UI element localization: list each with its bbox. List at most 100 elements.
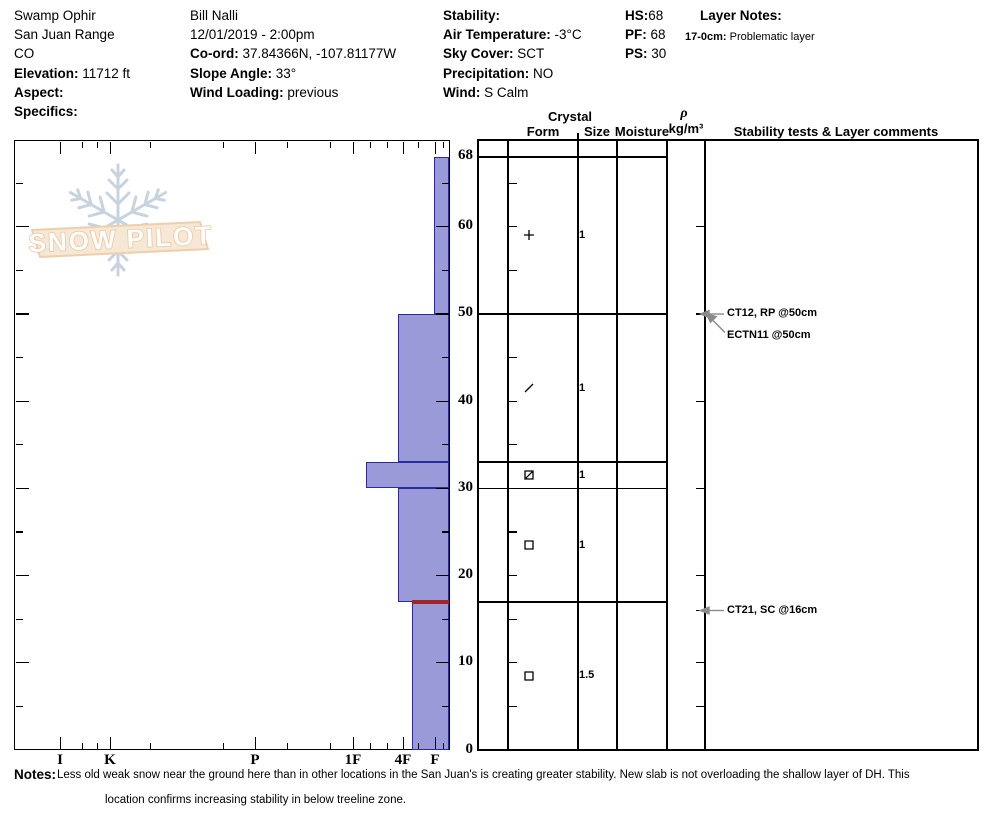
header-field: Swamp Ophir: [14, 8, 96, 23]
header-field: Layer Notes:: [700, 7, 782, 24]
form-depth-tick: [509, 356, 517, 359]
header-field: PF: 68: [625, 27, 666, 43]
table-border: [477, 139, 980, 141]
hardness-minor-tick: [330, 742, 332, 749]
depth-tick: [441, 182, 449, 184]
depth-tick: [435, 313, 449, 315]
hardness-tick: [60, 736, 62, 749]
grain-size-value: 1: [579, 538, 586, 551]
grain-form-square-icon: [524, 540, 534, 550]
hardness-minor-tick: [418, 141, 420, 148]
depth-tick: [435, 400, 449, 402]
form-depth-tick: [509, 400, 517, 402]
depth-tick: [435, 662, 449, 664]
hardness-tick: [110, 141, 112, 154]
depth-tick: [441, 705, 449, 708]
field-label: Slope Angle:: [190, 65, 273, 81]
layer-boundary-line: [478, 487, 667, 490]
field-label: HS:: [625, 8, 649, 23]
layer-boundary-line: [478, 156, 667, 158]
depth-axis-label: 20: [458, 566, 473, 583]
header-field: Wind Loading: previous: [190, 84, 339, 100]
depth-tick: [15, 487, 29, 490]
field-label: Wind Loading:: [190, 84, 284, 100]
hardness-tick: [110, 736, 112, 749]
header-field: PS: 30: [625, 46, 667, 62]
header-field: Co-ord: 37.84366N, -107.81177W: [190, 46, 397, 62]
header-field: Stability:: [443, 7, 500, 24]
form-depth-tick: [509, 269, 517, 271]
table-column-line: [507, 140, 509, 750]
grain-form-slash-icon: [524, 383, 534, 393]
hardness-tick: [435, 736, 437, 749]
notes-line-1: Less old weak snow near the ground here …: [57, 769, 910, 781]
depth-tick: [435, 574, 449, 577]
hardness-tick: [435, 141, 437, 154]
hardness-tick: [353, 141, 355, 154]
grain-size-value: 1: [579, 228, 586, 241]
field-label: Layer Notes:: [700, 8, 782, 23]
depth-tick: [441, 618, 449, 620]
depth-tick: [15, 269, 23, 271]
form-depth-tick: [509, 618, 517, 620]
layer-hardness-bar: [398, 313, 449, 463]
depth-tick: [15, 226, 29, 228]
depth-tick: [15, 444, 23, 446]
hardness-minor-tick: [387, 742, 389, 749]
density-depth-tick: [696, 400, 705, 402]
depth-axis-label: 10: [458, 653, 473, 670]
depth-tick: [435, 487, 449, 490]
depth-tick: [15, 400, 29, 402]
header-field: 17-0cm: Problematic layer: [685, 30, 815, 43]
comments-column-header: Stability tests & Layer comments: [733, 124, 939, 139]
depth-tick: [15, 313, 29, 315]
hardness-minor-tick: [443, 141, 445, 148]
arrow-up-left-icon: [705, 312, 718, 324]
notes-label: Notes:: [14, 767, 57, 782]
form-depth-tick: [509, 662, 517, 664]
header-field: Elevation: 11712 ft: [14, 65, 131, 81]
table-column-line: [477, 140, 479, 750]
hardness-minor-tick: [150, 141, 152, 148]
hardness-axis-label: I: [57, 752, 63, 768]
depth-tick: [435, 226, 449, 228]
notes-line-2: location confirms increasing stability i…: [105, 794, 407, 806]
form-depth-tick: [509, 444, 517, 446]
header-field: HS:68: [625, 8, 664, 23]
hardness-axis-label: 1F: [344, 752, 362, 768]
form-depth-tick: [509, 226, 517, 228]
field-label: Aspect:: [14, 84, 64, 100]
hardness-axis-label: F: [430, 752, 440, 768]
header-field: San Juan Range: [14, 27, 115, 43]
field-label: Stability:: [443, 8, 501, 23]
header-field: Precipitation: NO: [443, 65, 554, 81]
field-label: Precipitation:: [443, 65, 530, 81]
stability-test-label: ECTN11 @50cm: [727, 329, 811, 341]
depth-axis-label: 60: [458, 217, 473, 234]
field-label: Sky Cover:: [443, 46, 514, 62]
header-field: Wind: S Calm: [443, 84, 529, 100]
density-depth-tick: [696, 226, 705, 228]
field-label: Wind:: [443, 84, 481, 100]
form-depth-tick: [509, 705, 517, 708]
hardness-tick: [255, 141, 257, 154]
hardness-minor-tick: [97, 141, 99, 148]
field-label: Co-ord:: [190, 46, 239, 62]
grain-size-value: 1: [579, 381, 586, 394]
hardness-minor-tick: [330, 141, 332, 148]
hardness-minor-tick: [443, 742, 445, 749]
density-column-header: ρ: [680, 106, 688, 121]
grain-form-square-icon: [524, 671, 534, 681]
layer-boundary-line: [478, 313, 667, 315]
header-field: Aspect:: [14, 84, 64, 101]
layer-boundary-line: [478, 461, 667, 463]
depth-tick: [441, 444, 449, 446]
hardness-minor-tick: [370, 742, 372, 749]
density-depth-tick: [696, 705, 705, 708]
form-depth-tick: [509, 182, 517, 184]
depth-tick: [15, 574, 29, 577]
field-label: Specifics:: [14, 104, 78, 119]
hardness-minor-tick: [82, 742, 84, 749]
hardness-minor-tick: [370, 141, 372, 148]
